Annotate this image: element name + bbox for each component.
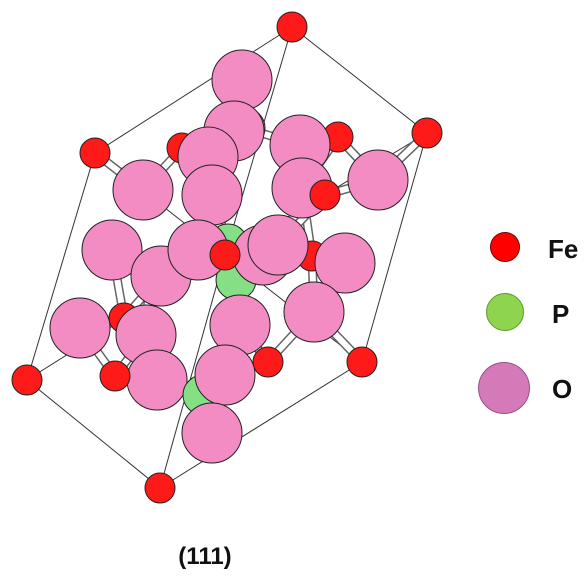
fe-atom [309, 179, 341, 211]
o-atom [211, 49, 273, 111]
atoms [11, 11, 443, 504]
o-atom [112, 159, 174, 221]
o-atom [283, 281, 345, 343]
fe-atom [79, 137, 111, 169]
legend-item-p: P [478, 287, 583, 337]
o-swatch-icon [478, 362, 530, 414]
cell-edge [361, 132, 428, 363]
o-atom [126, 349, 188, 411]
cell-edge [291, 26, 428, 134]
cell-edge [159, 361, 363, 489]
cell-edge [94, 26, 293, 154]
legend-label-p: P [552, 299, 570, 329]
cell-edge [159, 254, 226, 489]
plane-caption: (111) [178, 543, 232, 570]
o-atom [247, 214, 309, 276]
fe-atom [346, 346, 378, 378]
legend-label-o: O [552, 374, 573, 404]
cell-edge [26, 379, 161, 489]
fe-atom [411, 117, 443, 149]
o-atom [181, 402, 243, 464]
o-atom [181, 164, 243, 226]
cell-edge [26, 152, 96, 381]
fe-atom [252, 346, 284, 378]
o-atom [49, 297, 111, 359]
fe-swatch-icon [490, 232, 520, 262]
o-atom [81, 219, 143, 281]
fe-atom [276, 11, 308, 43]
legend-label-fe: Fe [548, 234, 579, 264]
p-swatch-icon [486, 293, 524, 331]
fe-atom [144, 472, 176, 504]
o-atom [347, 149, 409, 211]
fe-atom [209, 239, 241, 271]
fe-atom [11, 364, 43, 396]
o-atom [314, 232, 376, 294]
fe-atom [99, 360, 131, 392]
legend-item-fe: Fe [478, 222, 583, 272]
legend-item-o: O [478, 362, 583, 414]
o-atom [194, 344, 256, 406]
